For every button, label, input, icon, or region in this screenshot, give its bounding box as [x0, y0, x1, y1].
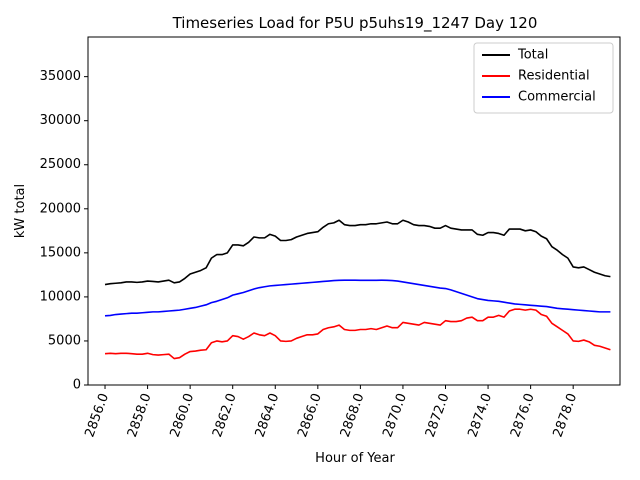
plot-area: 2856.0 2858.0 2860.0 2862.0 2864.0 2866.0 2868… [40, 36, 621, 439]
y-tick-label: 15000 [40, 245, 81, 260]
series-line-residential [104, 308, 611, 360]
plot-frame [87, 36, 621, 386]
legend-label-commercial: Commercial [518, 90, 596, 105]
legend-box [473, 42, 614, 114]
chart-title: Timeseries Load for P5U p5uhs19_1247 Day… [172, 14, 538, 33]
y-tick-label: 25000 [40, 157, 81, 172]
y-axis-label: kW total [13, 184, 28, 238]
series-line-commercial [104, 279, 611, 317]
y-tick-label: 35000 [40, 69, 81, 84]
y-tick-label: 0 [73, 378, 81, 393]
x-axis-label: Hour of Year [315, 451, 395, 466]
y-tick-label: 20000 [40, 201, 81, 216]
series-line-total [104, 219, 611, 286]
y-tick-label: 30000 [40, 113, 81, 128]
legend-label-total: Total [517, 48, 548, 63]
legend-label-residential: Residential [518, 69, 590, 84]
y-tick-label: 5000 [48, 333, 81, 348]
y-tick-label: 10000 [40, 289, 81, 304]
